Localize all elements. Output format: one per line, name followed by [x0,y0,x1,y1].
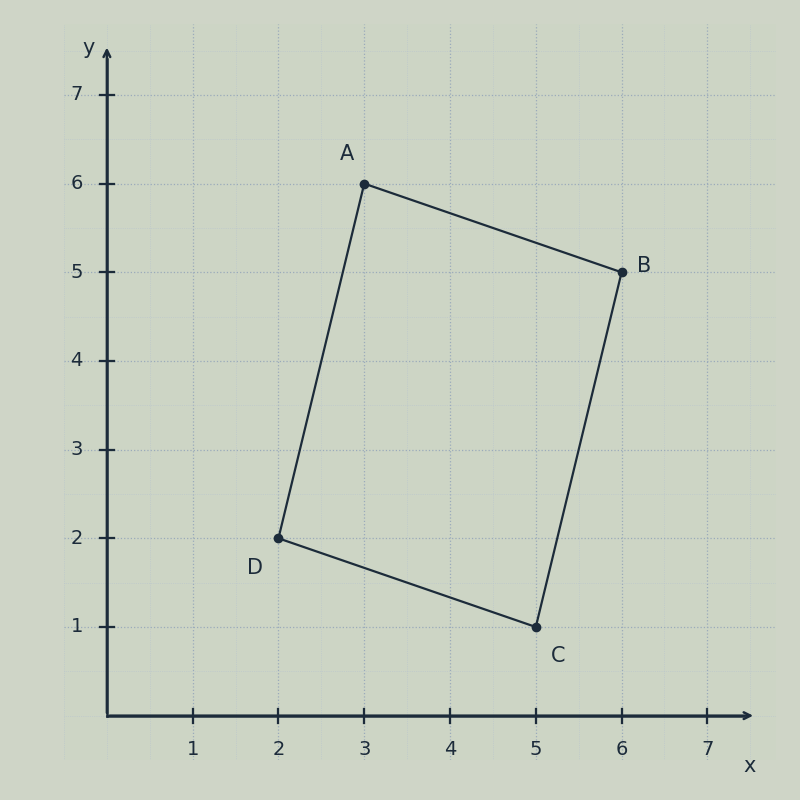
Text: 3: 3 [358,741,370,759]
Text: 4: 4 [444,741,456,759]
Text: B: B [637,256,651,276]
Text: 4: 4 [70,351,83,370]
Text: 7: 7 [70,86,83,105]
Text: 7: 7 [701,741,714,759]
Text: 2: 2 [272,741,285,759]
Text: 5: 5 [530,741,542,759]
Text: 1: 1 [70,618,83,637]
Text: C: C [551,646,566,666]
Text: 1: 1 [186,741,199,759]
Text: D: D [247,558,263,578]
Text: 2: 2 [70,529,83,548]
Text: 3: 3 [70,440,83,459]
Text: 6: 6 [70,174,83,193]
Text: 5: 5 [70,262,83,282]
Text: y: y [83,38,95,58]
Text: 6: 6 [615,741,628,759]
Text: A: A [340,144,354,164]
Text: x: x [743,755,755,775]
